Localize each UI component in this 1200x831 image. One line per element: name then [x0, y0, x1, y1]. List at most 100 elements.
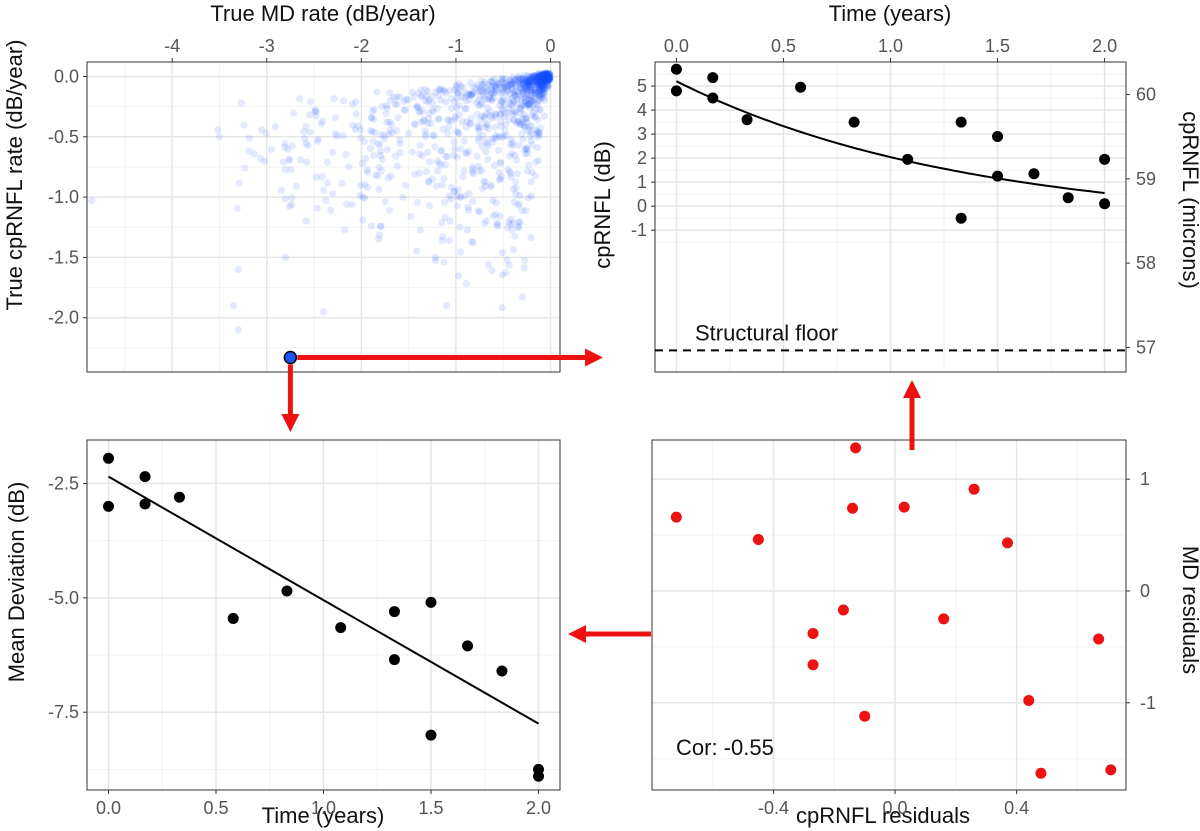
- data-point: [376, 141, 384, 149]
- data-point: [396, 136, 404, 144]
- data-point: [536, 75, 545, 83]
- data-point: [517, 110, 525, 118]
- data-point: [545, 73, 553, 81]
- data-point: [542, 77, 550, 85]
- data-point: [498, 75, 506, 83]
- data-point: [415, 108, 423, 116]
- data-point: [366, 144, 374, 152]
- data-point: [539, 84, 548, 92]
- data-point: [227, 612, 239, 624]
- data-point: [517, 95, 525, 103]
- data-point: [348, 100, 357, 108]
- data-point: [505, 116, 513, 124]
- data-point: [538, 75, 546, 84]
- y-tick-label: 3: [637, 124, 647, 144]
- data-point: [522, 76, 530, 84]
- y-tick-label: 5: [637, 76, 647, 96]
- data-point: [544, 76, 552, 84]
- data-point: [546, 71, 554, 80]
- data-point: [380, 131, 388, 140]
- data-point: [417, 118, 425, 126]
- data-point: [530, 71, 538, 80]
- data-point: [423, 168, 431, 176]
- data-point: [535, 79, 544, 87]
- data-point: [526, 73, 534, 82]
- data-point: [534, 116, 542, 124]
- data-point: [469, 83, 477, 91]
- data-point: [544, 81, 552, 89]
- data-point: [528, 73, 536, 81]
- data-point: [489, 138, 497, 146]
- data-point: [524, 78, 532, 86]
- data-point: [314, 135, 322, 143]
- data-point: [520, 76, 528, 84]
- data-point: [955, 116, 967, 128]
- data-point: [435, 159, 444, 167]
- data-point: [516, 81, 524, 89]
- data-point: [340, 97, 348, 105]
- data-point: [494, 222, 502, 230]
- data-point: [503, 86, 512, 94]
- data-point: [484, 261, 493, 269]
- data-point: [453, 202, 461, 210]
- data-point: [367, 113, 375, 122]
- data-point: [401, 181, 409, 189]
- data-point: [509, 141, 517, 150]
- data-point: [1002, 537, 1013, 549]
- data-point: [466, 96, 474, 104]
- data-point: [440, 87, 448, 95]
- data-point: [425, 178, 433, 186]
- data-point: [544, 83, 552, 91]
- data-point: [453, 82, 461, 90]
- panel-b-y-title: cpRNFL (dB): [590, 141, 615, 269]
- data-point: [541, 85, 550, 93]
- data-point: [506, 90, 515, 98]
- data-point: [513, 88, 522, 96]
- data-point: [538, 72, 546, 80]
- data-point: [506, 99, 514, 107]
- data-point: [807, 627, 819, 639]
- data-point: [457, 248, 465, 256]
- data-point: [545, 74, 553, 82]
- data-point: [546, 76, 554, 84]
- data-point: [968, 483, 980, 495]
- data-point: [385, 206, 394, 214]
- data-point: [539, 71, 547, 79]
- data-point: [524, 86, 532, 94]
- data-point: [538, 81, 547, 89]
- data-point: [525, 92, 533, 100]
- data-point: [478, 77, 486, 85]
- data-point: [496, 175, 504, 183]
- data-point: [508, 83, 516, 91]
- data-point: [529, 81, 537, 89]
- data-point: [288, 200, 296, 209]
- data-point: [488, 95, 496, 104]
- data-point: [455, 101, 463, 109]
- data-point: [543, 75, 551, 83]
- data-point: [540, 82, 548, 90]
- data-point: [527, 178, 535, 186]
- data-point: [453, 127, 461, 136]
- data-point: [545, 74, 553, 82]
- data-point: [490, 89, 499, 97]
- data-point: [522, 100, 530, 108]
- data-point: [531, 100, 539, 108]
- data-point: [463, 226, 472, 234]
- data-point: [527, 121, 535, 129]
- data-point: [504, 224, 512, 232]
- data-point: [349, 121, 357, 129]
- data-point: [505, 261, 513, 269]
- data-point: [311, 106, 319, 114]
- data-point: [536, 77, 544, 85]
- data-point: [538, 76, 546, 84]
- data-point: [539, 71, 548, 80]
- data-point: [388, 128, 396, 137]
- data-point: [424, 98, 432, 106]
- data-point: [384, 174, 392, 182]
- data-point: [456, 193, 464, 201]
- data-point: [331, 114, 339, 122]
- data-point: [508, 102, 516, 110]
- data-point: [375, 235, 383, 243]
- data-point: [411, 120, 419, 129]
- data-point: [538, 82, 547, 90]
